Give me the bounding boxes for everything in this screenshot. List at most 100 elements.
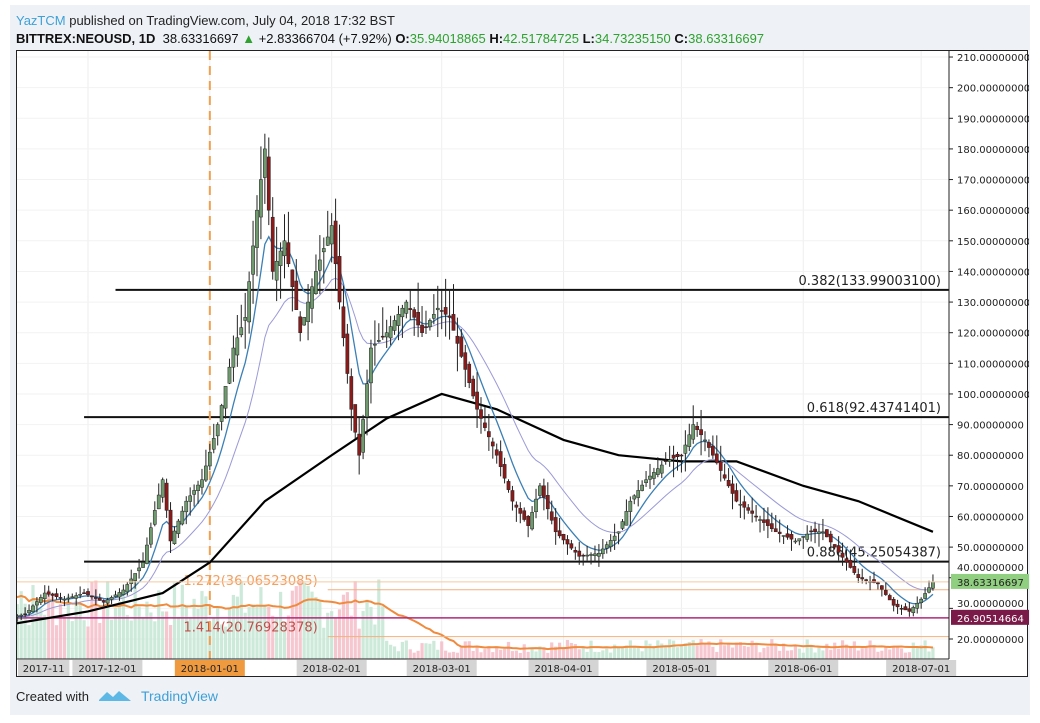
candle-body [832,544,837,548]
volume-bar [318,601,322,659]
candle-body [176,520,181,534]
candle-body [46,591,51,595]
volume-bar [396,651,401,659]
candle-body [137,567,141,572]
support-price-label-bg [951,609,1029,625]
candle-body [184,500,189,513]
candle-body [345,333,350,374]
volume-bar [400,641,404,659]
volume-bar [263,606,267,659]
volume-bar [774,643,778,659]
price-tick-label: 150.00000000 [957,237,1029,248]
price-tick-label: 190.00000000 [957,114,1029,125]
plot-background [17,51,949,659]
candle-body [919,598,924,603]
candle-body [742,501,747,508]
chart-area[interactable]: 0.382(133.99003100) 0.618(92.43741401) 0.8… [16,50,1029,678]
candle-body [600,548,605,555]
volume-bar [797,648,801,659]
candle-body [149,527,153,545]
footer: Created with TradingView [16,688,218,704]
volume-bar [137,606,141,659]
low-value: 34.73235150 [594,31,671,46]
volume-bar [880,650,884,659]
candle-body [703,439,707,442]
symbol: BITTREX:NEOUSD, 1D [16,31,156,46]
candle-body [722,474,727,479]
volume-bar [121,595,125,659]
volume-bar [212,617,216,659]
volume-bar [17,604,19,659]
volume-bar [723,645,727,659]
candle-body [864,579,868,581]
volume-bar [636,647,640,659]
candle-body [192,490,196,495]
last-price-label: 38.63316697 [957,578,1024,589]
candle-body [817,531,821,534]
candle-body [730,483,735,494]
candle-body [164,482,169,511]
candle-body [314,271,318,294]
volume-bar [762,647,766,659]
candle-body [836,545,841,553]
volume-bar [267,607,271,659]
tradingview-link[interactable]: TradingView [140,688,219,704]
candle-body [141,562,145,568]
candle-body [518,508,523,514]
volume-bar [314,596,318,659]
close-label: C: [674,31,689,46]
open-value: 35.94018865 [409,31,486,46]
candle-body [549,511,554,521]
candle-body [604,544,609,549]
volume-bar [664,646,668,659]
candle-body [50,593,55,596]
candle-body [255,209,259,248]
price-tick-label: 140.00000000 [957,267,1029,278]
candle-body [129,578,134,584]
candle-body [353,404,358,433]
volume-bar [860,648,864,659]
candle-body [294,280,299,310]
volume-bar [868,640,872,659]
candle-body [207,451,212,467]
candle-body [463,352,468,370]
price-tick-label: 100.00000000 [957,390,1029,401]
candle-body [121,589,126,595]
author-link[interactable]: YazTCM [16,13,66,28]
volume-bar [389,644,393,659]
volume-bar [707,641,711,659]
candle-body [428,320,432,328]
volume-bar [239,581,243,659]
candle-body [361,419,365,453]
candle-body [290,269,295,288]
volume-bar [754,642,758,659]
volume-bar [915,646,919,659]
candle-body [19,614,24,617]
last-price: 38.63316697 [162,31,239,46]
volume-bar [581,647,585,659]
candle-body [270,216,275,272]
fib-level-label: 0.886(45.25054387) [807,546,941,561]
price-chart[interactable]: 0.382(133.99003100) 0.618(92.43741401) 0.8… [17,51,1029,678]
volume-bar [821,650,825,659]
candle-body [282,240,287,257]
candle-body [718,461,723,471]
candle-body [145,544,149,564]
volume-bar [899,648,904,659]
candle-body [172,530,177,545]
volume-bar [47,589,51,659]
candle-body [565,539,570,545]
volume-bar [165,611,169,659]
volume-bar [687,641,691,659]
volume-bar [196,608,200,659]
volume-bar [39,608,43,659]
volume-bar [726,643,731,659]
candle-body [620,521,625,529]
high-label: H: [489,31,504,46]
volume-bar [188,617,192,659]
candle-body [785,533,790,538]
volume-bar [133,579,137,659]
candle-body [510,490,515,502]
volume-bar [502,648,507,659]
volume-bar [605,648,609,659]
